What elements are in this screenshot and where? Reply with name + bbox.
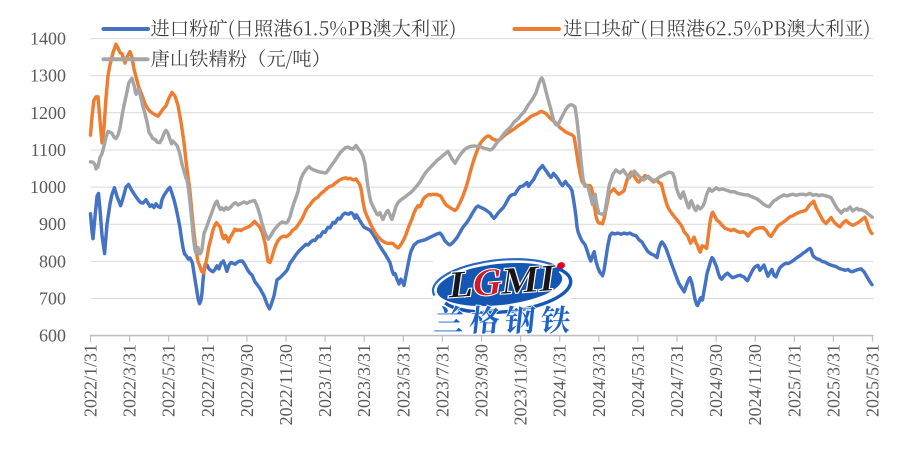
svg-text:2022/3/31: 2022/3/31 (120, 344, 140, 417)
svg-text:2022/11/30: 2022/11/30 (276, 344, 296, 425)
svg-text:2023/11/30: 2023/11/30 (511, 344, 531, 425)
svg-text:2024/3/31: 2024/3/31 (589, 344, 609, 417)
svg-text:2025/1/31: 2025/1/31 (784, 344, 804, 417)
svg-text:2025/3/31: 2025/3/31 (823, 344, 843, 417)
svg-text:2024/9/30: 2024/9/30 (706, 344, 726, 417)
svg-text:800: 800 (39, 251, 66, 271)
svg-text:1200: 1200 (30, 103, 66, 123)
svg-text:2024/1/31: 2024/1/31 (550, 344, 570, 417)
svg-text:2022/1/31: 2022/1/31 (81, 344, 101, 417)
svg-text:2024/11/30: 2024/11/30 (745, 344, 765, 425)
svg-text:2023/5/31: 2023/5/31 (393, 344, 413, 417)
svg-text:1000: 1000 (30, 177, 66, 197)
svg-text:2023/9/30: 2023/9/30 (472, 344, 492, 417)
svg-text:1400: 1400 (30, 29, 66, 49)
svg-text:900: 900 (39, 214, 66, 234)
svg-text:1100: 1100 (31, 140, 66, 160)
svg-text:600: 600 (39, 326, 66, 346)
svg-text:2024/5/31: 2024/5/31 (628, 344, 648, 417)
svg-text:700: 700 (39, 289, 66, 309)
svg-text:2023/7/31: 2023/7/31 (432, 344, 452, 417)
svg-text:2023/1/31: 2023/1/31 (315, 344, 335, 417)
svg-text:2023/3/31: 2023/3/31 (354, 344, 374, 417)
svg-text:2022/5/31: 2022/5/31 (159, 344, 179, 417)
svg-text:2022/9/30: 2022/9/30 (237, 344, 257, 417)
svg-text:2024/7/31: 2024/7/31 (667, 344, 687, 417)
svg-text:2022/7/31: 2022/7/31 (198, 344, 218, 417)
svg-text:2025/5/31: 2025/5/31 (863, 344, 883, 417)
svg-text:1300: 1300 (30, 66, 66, 86)
